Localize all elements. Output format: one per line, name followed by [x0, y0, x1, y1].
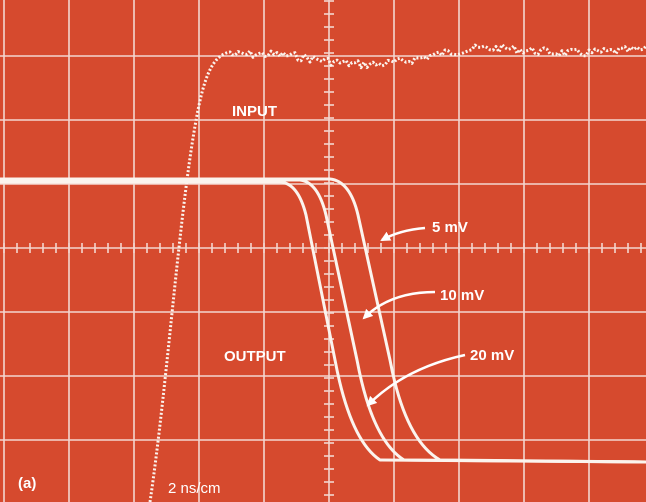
output-trace-5mv: [0, 177, 646, 464]
curve-label-10mv: 10 mV: [440, 287, 484, 304]
output-label: OUTPUT: [224, 348, 286, 365]
arrow-10mv: [362, 290, 436, 320]
input-trace: [148, 43, 646, 502]
output-trace-10mv: [0, 178, 646, 464]
arrow-20mv: [366, 353, 466, 407]
curve-label-5mv: 5 mV: [432, 219, 468, 236]
panel-label: (a): [18, 475, 36, 492]
curve-label-20mv: 20 mV: [470, 347, 514, 364]
input-label: INPUT: [232, 103, 277, 120]
output-trace-20mv: [0, 180, 646, 464]
arrow-5mv: [380, 226, 426, 242]
timebase-label: 2 ns/cm: [168, 480, 221, 497]
